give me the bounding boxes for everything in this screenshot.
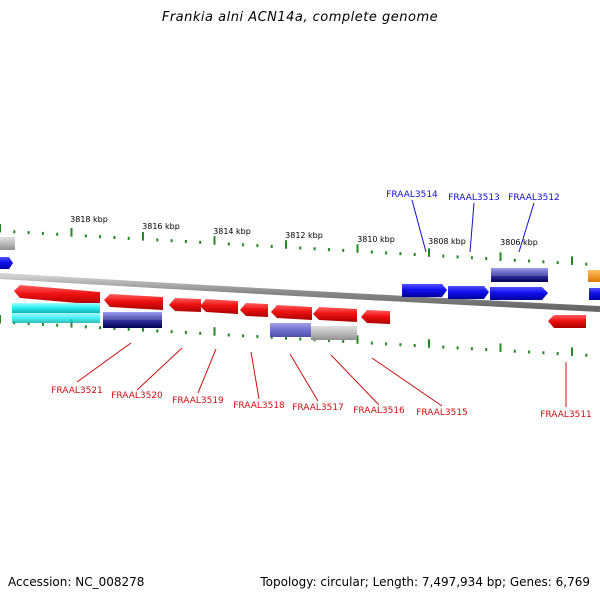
gene-label[interactable]: FRAAL3517 [292, 403, 344, 413]
gene-feature[interactable] [103, 320, 162, 328]
scale-label: 3816 kbp [142, 222, 180, 231]
gene-label[interactable]: FRAAL3512 [508, 193, 560, 203]
gene-feature[interactable] [12, 313, 100, 323]
reverse-gene-labels: FRAAL3521 FRAAL3520 FRAAL3519 FRAAL3518 … [51, 386, 592, 420]
gene-feature[interactable] [169, 298, 201, 312]
gene-feature[interactable] [270, 323, 311, 337]
gene-label[interactable]: FRAAL3516 [353, 406, 405, 416]
gene-label[interactable]: FRAAL3515 [416, 408, 468, 418]
gene-feature[interactable] [490, 287, 548, 300]
gene-feature[interactable] [0, 257, 13, 269]
gene-feature[interactable] [311, 326, 357, 340]
reverse-callouts [76, 342, 567, 407]
scale-ticks-top [0, 224, 588, 266]
gene-feature[interactable] [588, 270, 600, 282]
gene-feature[interactable] [491, 268, 548, 276]
scale-label: 3814 kbp [213, 227, 251, 236]
gene-feature[interactable] [12, 303, 100, 313]
gene-label[interactable]: FRAAL3514 [386, 190, 438, 200]
gene-label[interactable]: FRAAL3519 [172, 396, 224, 406]
genome-backbone [0, 273, 600, 312]
scale-label: 3808 kbp [428, 237, 466, 246]
gene-label[interactable]: FRAAL3520 [111, 391, 163, 401]
gene-feature[interactable] [240, 303, 268, 317]
gene-label[interactable]: FRAAL3511 [540, 410, 592, 420]
gene-feature[interactable] [313, 307, 357, 322]
gene-feature[interactable] [104, 294, 163, 310]
gene-feature[interactable] [271, 305, 312, 320]
gene-label[interactable]: FRAAL3521 [51, 386, 103, 396]
map-title: Frankia alni ACN14a, complete genome [161, 10, 439, 25]
scale-label: 3806 kbp [500, 238, 538, 247]
forward-callouts [411, 199, 535, 253]
gene-feature[interactable] [491, 276, 548, 282]
forward-strand [0, 237, 600, 300]
scale-label: 3812 kbp [285, 231, 323, 240]
gene-feature[interactable] [14, 285, 100, 305]
accession-text: Accession: NC_008278 [8, 575, 145, 589]
genome-summary-text: Topology: circular; Length: 7,497,934 bp… [260, 575, 590, 589]
gene-feature[interactable] [402, 284, 447, 297]
gene-feature[interactable] [548, 315, 586, 328]
gene-feature[interactable] [103, 312, 162, 320]
gene-label[interactable]: FRAAL3518 [233, 401, 285, 411]
gene-feature[interactable] [589, 288, 600, 300]
gene-feature[interactable] [448, 286, 489, 299]
gene-label[interactable]: FRAAL3513 [448, 193, 500, 203]
scale-labels: 3818 kbp 3816 kbp 3814 kbp 3812 kbp 3810… [70, 215, 538, 247]
gene-feature[interactable] [361, 310, 390, 324]
scale-label: 3818 kbp [70, 215, 108, 224]
forward-gene-labels: FRAAL3514 FRAAL3513 FRAAL3512 [386, 190, 560, 203]
gene-feature[interactable] [0, 237, 15, 250]
reverse-strand [12, 285, 586, 340]
scale-label: 3810 kbp [357, 235, 395, 244]
gene-feature[interactable] [200, 299, 238, 314]
